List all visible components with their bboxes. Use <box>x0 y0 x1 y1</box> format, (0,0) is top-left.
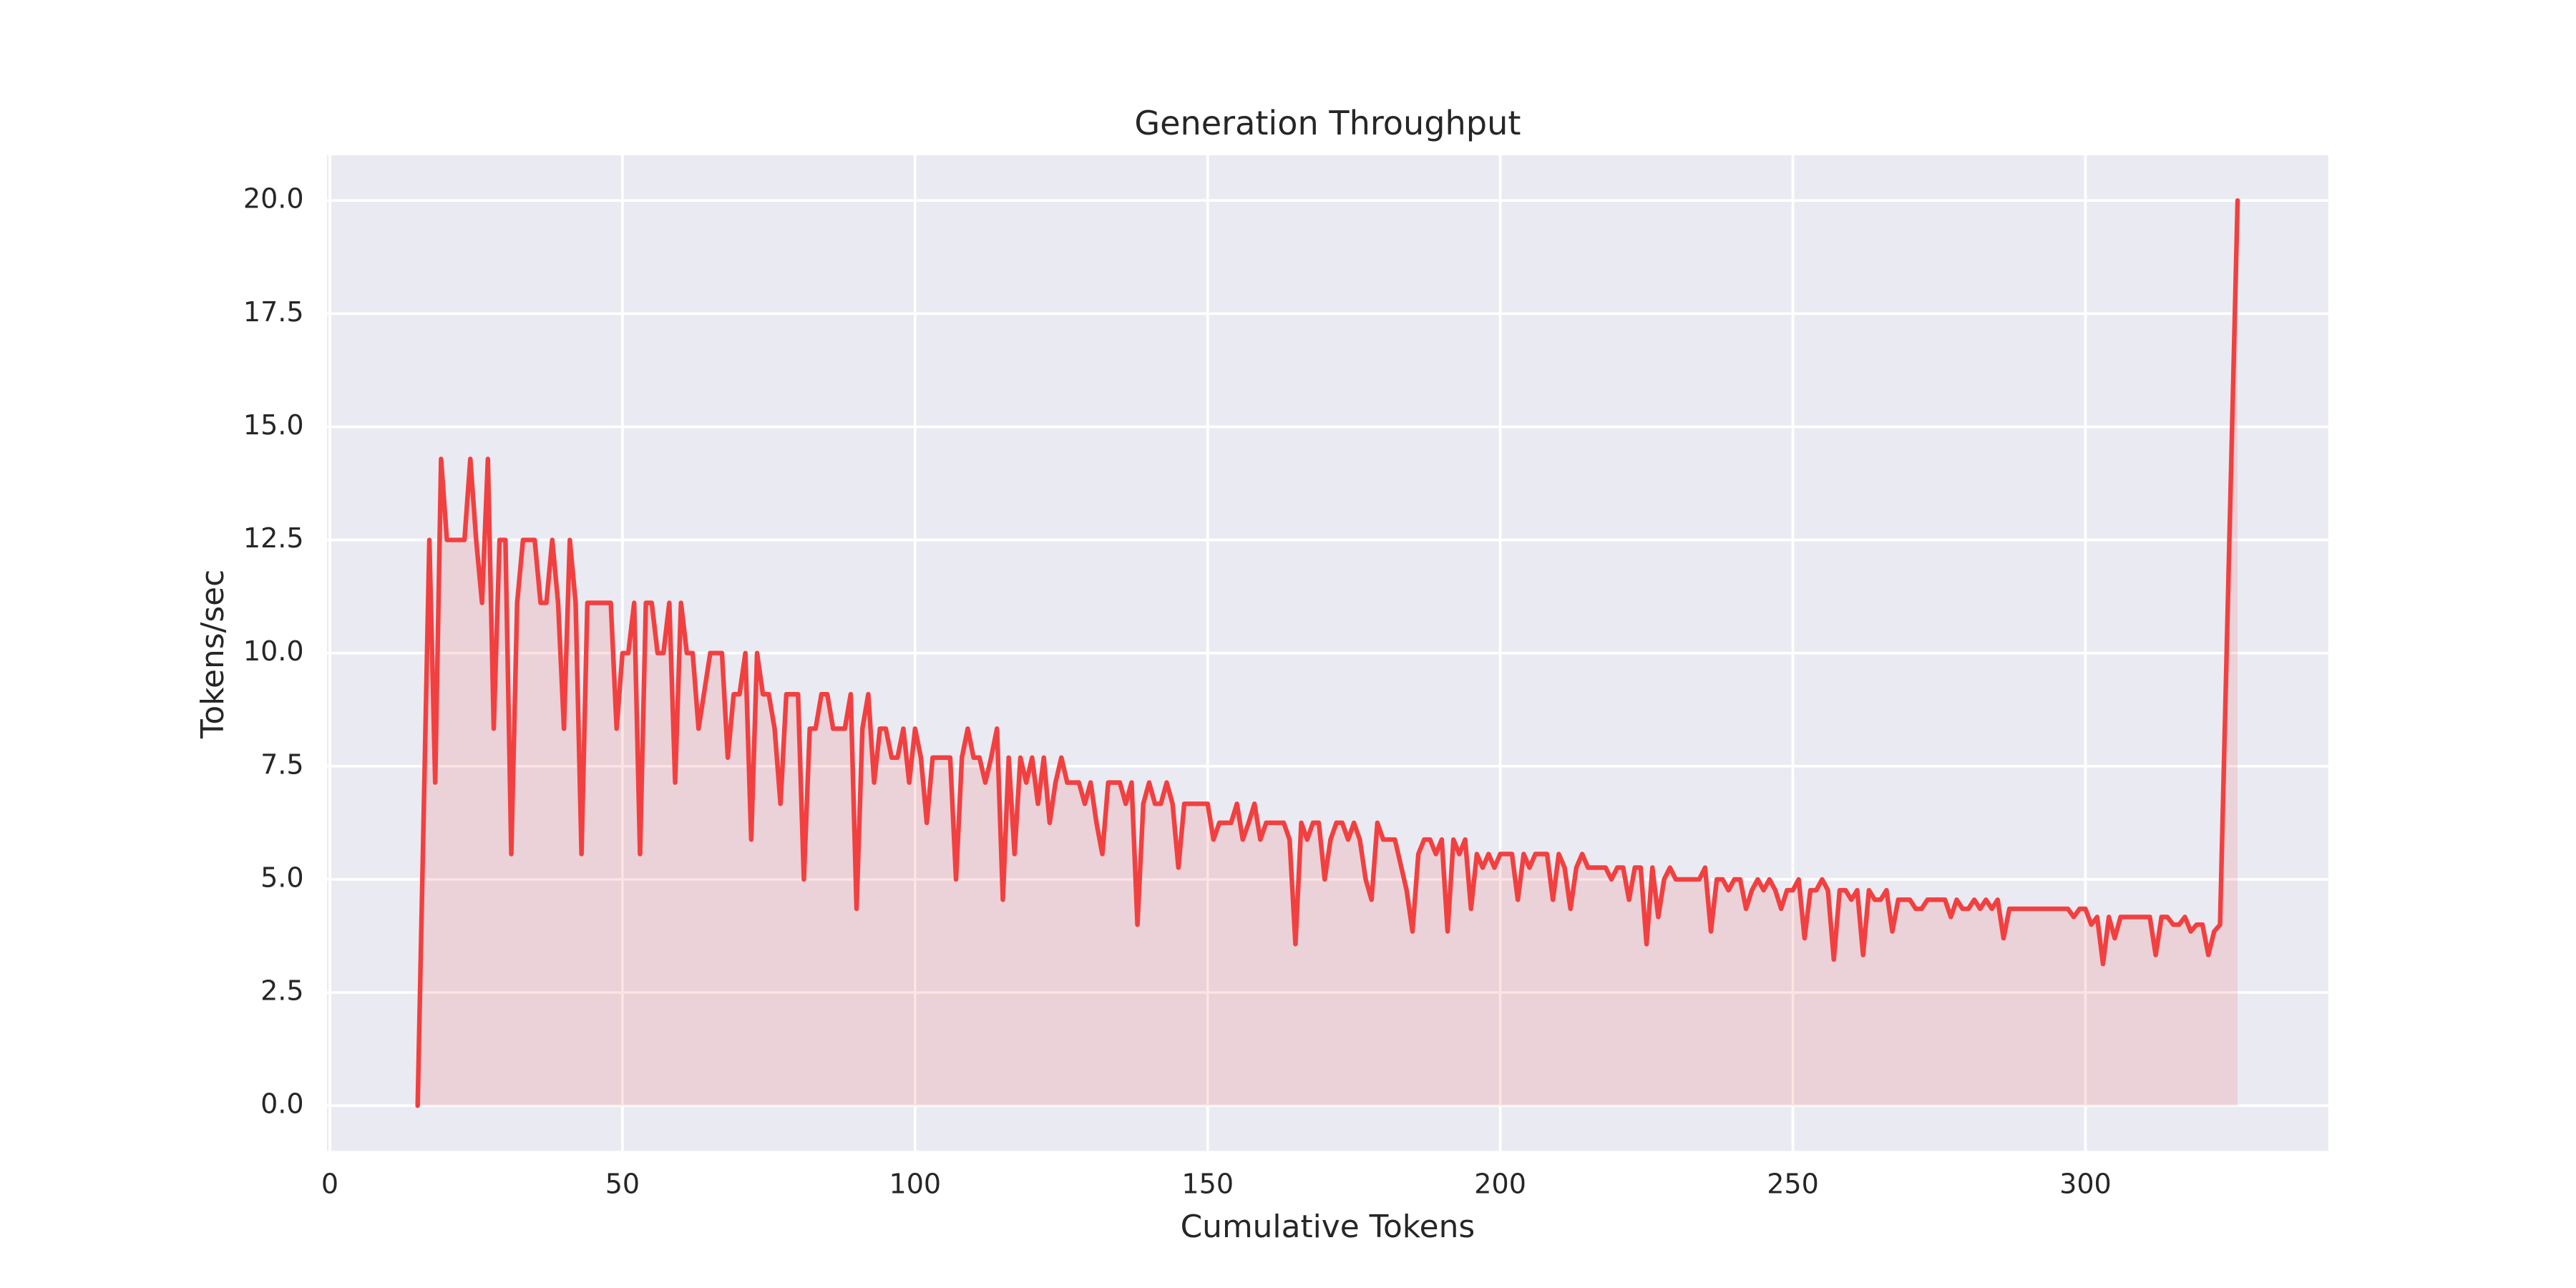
y-tick-label: 5.0 <box>260 862 304 893</box>
x-tick-label: 250 <box>1767 1168 1819 1199</box>
x-tick-label: 200 <box>1474 1168 1526 1199</box>
y-tick-label: 10.0 <box>243 635 304 667</box>
y-tick-label: 12.5 <box>243 522 304 554</box>
grid <box>326 155 2328 1151</box>
x-tick-label: 50 <box>605 1168 640 1199</box>
x-tick-label: 100 <box>889 1168 941 1199</box>
line <box>415 197 2240 1108</box>
x-tick-label: 300 <box>2059 1168 2112 1199</box>
marks <box>415 197 2240 1108</box>
y-axis-label: Tokens/sec <box>195 570 231 739</box>
chart-title: Generation Throughput <box>1134 104 1521 142</box>
y-tick-label: 20.0 <box>243 183 304 215</box>
y-tick-label: 2.5 <box>260 975 304 1007</box>
y-tick-label: 7.5 <box>260 748 304 780</box>
y-tick-label: 17.5 <box>243 296 304 328</box>
x-tick-label: 150 <box>1181 1168 1234 1199</box>
y-tick-label: 0.0 <box>260 1088 304 1120</box>
x-tick-label: 0 <box>321 1168 338 1199</box>
x-axis-label: Cumulative Tokens <box>1181 1209 1475 1245</box>
area <box>417 200 2238 1106</box>
y-tick-label: 15.0 <box>243 409 304 441</box>
